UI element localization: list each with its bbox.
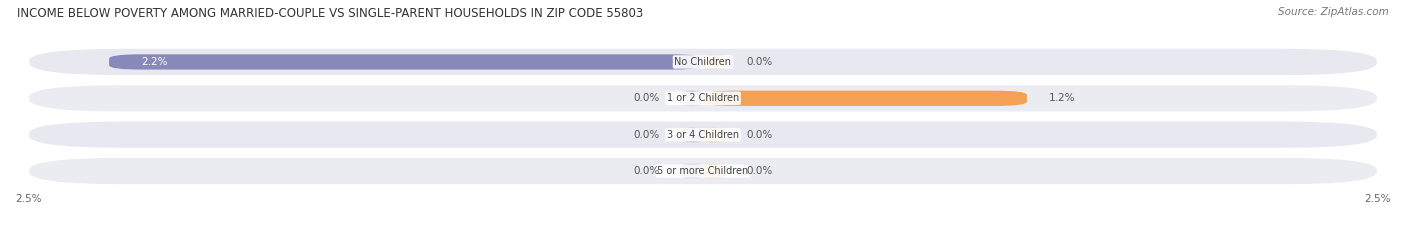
- FancyBboxPatch shape: [703, 127, 724, 142]
- FancyBboxPatch shape: [703, 91, 1026, 106]
- FancyBboxPatch shape: [703, 54, 724, 70]
- Text: 0.0%: 0.0%: [634, 130, 659, 140]
- Text: 5 or more Children: 5 or more Children: [658, 166, 748, 176]
- FancyBboxPatch shape: [110, 54, 703, 70]
- Text: INCOME BELOW POVERTY AMONG MARRIED-COUPLE VS SINGLE-PARENT HOUSEHOLDS IN ZIP COD: INCOME BELOW POVERTY AMONG MARRIED-COUPL…: [17, 7, 643, 20]
- Text: 0.0%: 0.0%: [634, 166, 659, 176]
- Text: 0.0%: 0.0%: [747, 166, 772, 176]
- Text: 1 or 2 Children: 1 or 2 Children: [666, 93, 740, 103]
- Text: 0.0%: 0.0%: [747, 57, 772, 67]
- Text: 2.2%: 2.2%: [142, 57, 167, 67]
- FancyBboxPatch shape: [28, 157, 1378, 185]
- FancyBboxPatch shape: [682, 127, 703, 142]
- FancyBboxPatch shape: [28, 84, 1378, 113]
- Text: 3 or 4 Children: 3 or 4 Children: [666, 130, 740, 140]
- Text: No Children: No Children: [675, 57, 731, 67]
- FancyBboxPatch shape: [28, 48, 1378, 76]
- Text: 0.0%: 0.0%: [634, 93, 659, 103]
- FancyBboxPatch shape: [682, 163, 703, 179]
- FancyBboxPatch shape: [28, 120, 1378, 149]
- Text: 1.2%: 1.2%: [1049, 93, 1076, 103]
- FancyBboxPatch shape: [703, 163, 724, 179]
- FancyBboxPatch shape: [682, 91, 703, 106]
- Text: 0.0%: 0.0%: [747, 130, 772, 140]
- Text: Source: ZipAtlas.com: Source: ZipAtlas.com: [1278, 7, 1389, 17]
